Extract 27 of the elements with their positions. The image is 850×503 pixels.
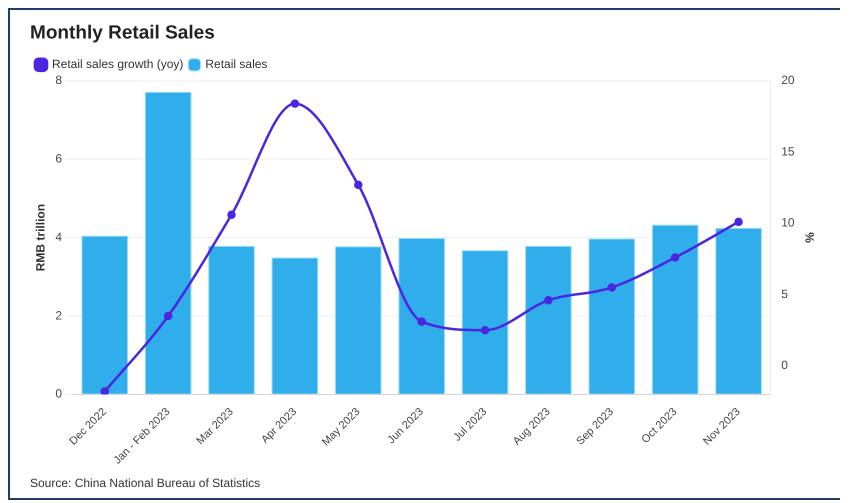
point: [734, 218, 743, 226]
y2-tick-label: 15: [781, 144, 795, 158]
y-axis-title: RMB trillion: [34, 204, 48, 272]
point: [670, 253, 680, 262]
point: [354, 180, 363, 190]
point: [480, 326, 490, 334]
point: [100, 387, 110, 394]
chart-title: Monthly Retail Sales: [30, 22, 215, 44]
y2-axis-title: %: [802, 232, 816, 244]
y-tick-label: 0: [55, 386, 62, 401]
y-tick-label: 6: [55, 152, 62, 166]
point: [227, 210, 236, 220]
source-note: Source: China National Bureau of Statistics: [29, 475, 262, 492]
point: [164, 312, 172, 320]
y-tick-label: 4: [55, 230, 62, 244]
y2-tick-label: 5: [781, 286, 788, 301]
legend-label: Retail sales: [205, 57, 268, 72]
y2-tick-label: 10: [781, 216, 795, 230]
y-tick-label: 8: [55, 73, 62, 88]
y2-tick-label: 20: [781, 73, 795, 88]
y-tick-label: 2: [55, 308, 62, 322]
legend-label: Retail sales growth (yoy): [52, 57, 184, 72]
y2-tick-label: 0: [781, 358, 788, 372]
point: [417, 317, 426, 326]
point: [290, 99, 300, 108]
point: [608, 283, 616, 292]
point: [544, 296, 553, 305]
